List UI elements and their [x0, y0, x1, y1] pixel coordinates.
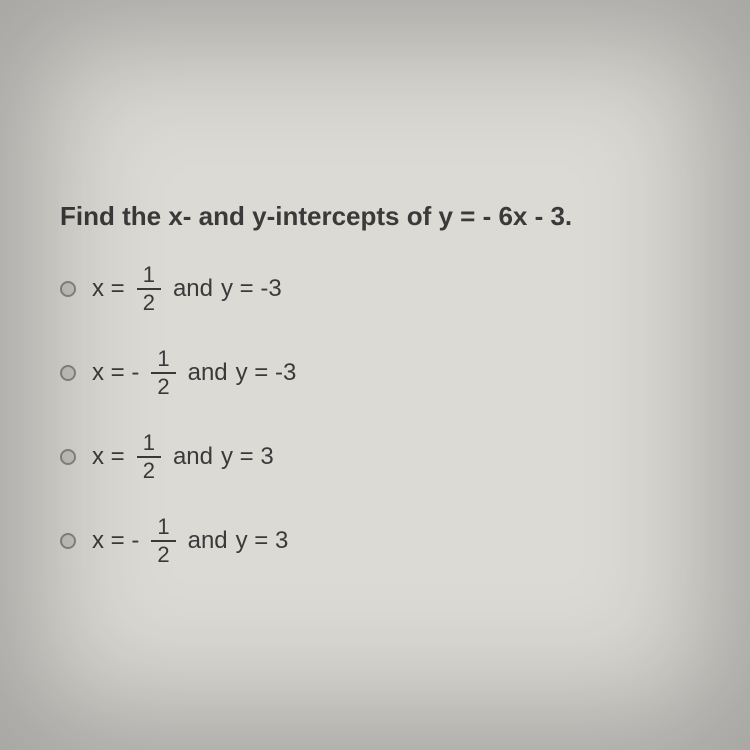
quiz-content: Find the x- and y-intercepts of y = - 6x…	[60, 200, 710, 600]
question-text: Find the x- and y-intercepts of y = - 6x…	[60, 200, 710, 234]
connector: and	[173, 275, 213, 303]
option-d[interactable]: x = - 1 2 and y = 3	[60, 516, 710, 566]
radio-icon[interactable]	[60, 281, 76, 297]
x-prefix: x =	[92, 443, 125, 471]
option-b[interactable]: x = - 1 2 and y = -3	[60, 348, 710, 398]
option-expression: x = 1 2 and y = 3	[92, 432, 274, 482]
fraction-numerator: 1	[151, 516, 175, 542]
x-prefix: x = -	[92, 359, 139, 387]
y-text: y = 3	[221, 443, 274, 471]
connector: and	[188, 359, 228, 387]
fraction-numerator: 1	[151, 348, 175, 374]
fraction: 1 2	[137, 264, 161, 314]
y-text: y = -3	[236, 359, 297, 387]
y-text: y = -3	[221, 275, 282, 303]
connector: and	[173, 443, 213, 471]
fraction: 1 2	[151, 516, 175, 566]
option-c[interactable]: x = 1 2 and y = 3	[60, 432, 710, 482]
fraction: 1 2	[151, 348, 175, 398]
option-expression: x = - 1 2 and y = 3	[92, 516, 288, 566]
fraction-numerator: 1	[137, 432, 161, 458]
radio-icon[interactable]	[60, 365, 76, 381]
fraction-denominator: 2	[137, 290, 161, 314]
y-text: y = 3	[236, 527, 289, 555]
x-prefix: x =	[92, 275, 125, 303]
fraction-denominator: 2	[151, 374, 175, 398]
option-expression: x = - 1 2 and y = -3	[92, 348, 296, 398]
connector: and	[188, 527, 228, 555]
radio-icon[interactable]	[60, 533, 76, 549]
option-a[interactable]: x = 1 2 and y = -3	[60, 264, 710, 314]
fraction: 1 2	[137, 432, 161, 482]
radio-icon[interactable]	[60, 449, 76, 465]
option-expression: x = 1 2 and y = -3	[92, 264, 282, 314]
x-prefix: x = -	[92, 527, 139, 555]
fraction-denominator: 2	[137, 458, 161, 482]
fraction-numerator: 1	[137, 264, 161, 290]
fraction-denominator: 2	[151, 542, 175, 566]
